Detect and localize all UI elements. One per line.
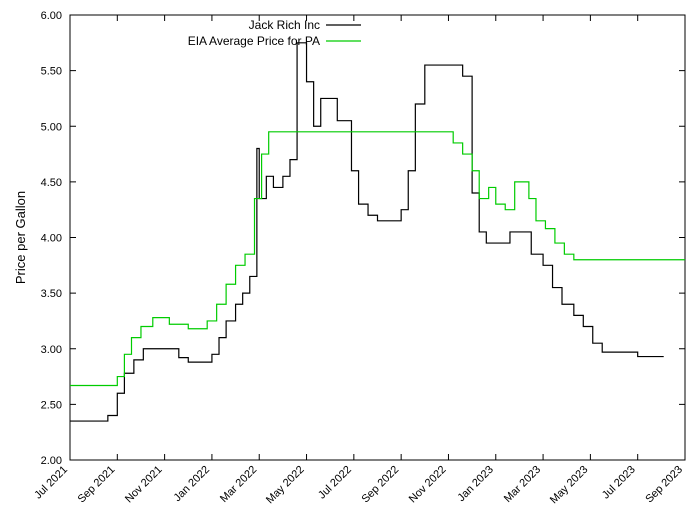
y-tick-label: 5.00 bbox=[41, 121, 62, 133]
y-tick-label: 3.00 bbox=[41, 344, 62, 356]
y-tick-label: 4.50 bbox=[41, 177, 62, 189]
x-tick-label: Jul 2023 bbox=[600, 464, 638, 502]
x-tick-label: May 2023 bbox=[548, 464, 591, 507]
x-tick-label: Jul 2022 bbox=[316, 464, 354, 502]
x-tick-label: Nov 2021 bbox=[123, 464, 165, 506]
series-eia-average-price-for-pa bbox=[70, 132, 685, 386]
y-tick-label: 6.00 bbox=[41, 10, 62, 22]
x-tick-label: Mar 2023 bbox=[502, 464, 543, 505]
y-axis-title: Price per Gallon bbox=[13, 191, 28, 284]
x-tick-label: Jan 2022 bbox=[172, 464, 212, 504]
y-tick-label: 3.50 bbox=[41, 288, 62, 300]
x-tick-label: Nov 2022 bbox=[407, 464, 449, 506]
y-tick-label: 5.50 bbox=[41, 66, 62, 78]
x-tick-label: Jul 2021 bbox=[32, 464, 70, 502]
x-tick-label: Sep 2022 bbox=[359, 464, 401, 506]
price-chart: 2.002.503.003.504.004.505.005.506.00Pric… bbox=[0, 0, 700, 525]
x-tick-label: Jan 2023 bbox=[455, 464, 495, 504]
series-jack-rich-inc bbox=[70, 43, 664, 421]
y-tick-label: 2.50 bbox=[41, 399, 62, 411]
x-tick-label: Sep 2021 bbox=[76, 464, 118, 506]
legend-label: Jack Rich Inc bbox=[249, 18, 320, 32]
plot-border bbox=[70, 15, 685, 460]
y-tick-label: 4.00 bbox=[41, 233, 62, 245]
legend-label: EIA Average Price for PA bbox=[188, 34, 320, 48]
x-tick-label: Mar 2022 bbox=[218, 464, 259, 505]
x-tick-label: Sep 2023 bbox=[643, 464, 685, 506]
x-tick-label: May 2022 bbox=[264, 464, 307, 507]
